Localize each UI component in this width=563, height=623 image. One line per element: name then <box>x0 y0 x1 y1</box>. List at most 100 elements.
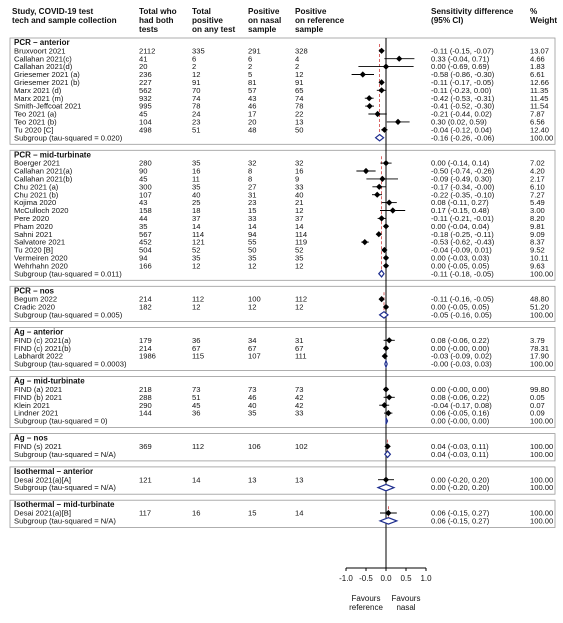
subgroup-weight: 100.00 <box>530 483 553 492</box>
positive-reference-value: 74 <box>295 94 303 103</box>
positive-reference-header: on reference <box>295 16 345 25</box>
total-positive-value: 37 <box>192 214 200 223</box>
positive-nasal-value: 34 <box>248 336 256 345</box>
total-positive-value: 121 <box>192 238 205 247</box>
positive-reference-value: 119 <box>295 238 307 247</box>
sensitivity-ci-text: 0.00 (-0.05, 0.05) <box>431 303 490 312</box>
group-title: Ag – anterior <box>14 328 63 337</box>
subgroup-ci-text: 0.04 (-0.03, 0.11) <box>431 450 489 459</box>
positive-reference-value: 13 <box>295 475 303 484</box>
positive-nasal-value: 35 <box>248 254 256 263</box>
total-both-value: 41 <box>139 54 147 63</box>
table-row: Salvatore 2021 452 121 55 119 -0.53 (-0.62, -… <box>14 238 545 247</box>
subgroup-weight: 100.00 <box>530 269 553 278</box>
total-positive-value: 36 <box>192 409 200 418</box>
subgroup-diamond <box>378 269 385 278</box>
subgroup-label: Subgroup (tau-squared = 0.0003) <box>14 360 127 369</box>
subgroup-diamond <box>378 310 389 319</box>
x-axis: -1.0 -0.5 0.0 0.5 1.0FavoursreferenceFavours… <box>339 567 432 612</box>
total-both-value: 166 <box>139 261 152 270</box>
positive-nasal-value: 15 <box>248 509 256 518</box>
point-estimate-marker <box>359 71 366 78</box>
positive-nasal-value: 67 <box>248 344 256 353</box>
positive-nasal-value: 100 <box>248 295 261 304</box>
table-row: FIND (s) 2021 369 112 106 102 0.04 (-0.03, 0.… <box>14 442 553 451</box>
study-name: FIND (c) 2021(a) <box>14 336 71 345</box>
total-both-value: 227 <box>139 78 152 87</box>
positive-nasal-value: 106 <box>248 442 261 451</box>
table-row: Smith-Jeffcoat 2021 995 78 46 78 -0.41 (-0.52… <box>14 102 548 111</box>
subgroup-ci-text: 0.06 (-0.15, 0.27) <box>431 517 490 526</box>
total-both-value: 104 <box>139 118 152 127</box>
point-estimate-marker <box>382 63 390 70</box>
group-box <box>9 327 556 371</box>
weight-value: 6.56 <box>530 118 545 127</box>
sensitivity-ci-text: 0.00 (-0.69, 0.69) <box>431 62 490 71</box>
total-positive-header: Total <box>192 7 211 16</box>
point-estimate-marker <box>382 303 390 311</box>
study-header: tech and sample collection <box>12 16 117 25</box>
subgroup-row: Subgroup (tau-squared = 0.020) -0.16 (-0.… <box>14 133 553 142</box>
study-name: Salvatore 2021 <box>14 238 65 247</box>
study-name: Labhardt 2022 <box>14 352 63 361</box>
sensitivity-ci-text: -0.22 (-0.35, -0.10) <box>431 190 495 199</box>
total-both-header: Total who <box>139 7 177 16</box>
table-row: Marx 2021 (d) 562 70 57 65 -0.11 (-0.23, 0.00… <box>14 86 548 95</box>
study-name: Callahan 2021(b) <box>14 175 73 184</box>
positive-reference-value: 65 <box>295 86 303 95</box>
sensitivity-ci-text: 0.00 (-0.03, 0.03) <box>431 254 490 263</box>
positive-nasal-value: 73 <box>248 385 256 394</box>
table-row: Tu 2020 [B] 504 52 50 52 -0.04 (-0.09, 0.01) 9… <box>14 246 545 255</box>
positive-reference-value: 111 <box>295 352 307 361</box>
weight-value: 9.52 <box>530 246 545 255</box>
total-both-value: 300 <box>139 182 152 191</box>
positive-nasal-value: 2 <box>248 62 252 71</box>
total-both-value: 567 <box>139 230 152 239</box>
positive-nasal-value: 35 <box>248 409 256 418</box>
table-row: FIND (c) 2021(b) 214 67 67 67 0.00 (-0.00, 0.… <box>14 344 549 353</box>
positive-nasal-value: 81 <box>248 78 256 87</box>
subgroup-row: Subgroup (tau-squared = N/A) 0.00 (-0.20,… <box>14 483 553 492</box>
study-name: FIND (a) 2021 <box>14 385 62 394</box>
study-name: Cradic 2020 <box>14 303 55 312</box>
positive-nasal-value: 94 <box>248 230 256 239</box>
total-positive-value: 45 <box>192 401 200 410</box>
total-positive-value: 78 <box>192 102 200 111</box>
subgroup-weight: 100.00 <box>530 417 553 426</box>
weight-value: 8.20 <box>530 214 545 223</box>
total-both-value: 182 <box>139 303 152 312</box>
group-box <box>9 433 556 462</box>
group-box <box>9 376 556 429</box>
table-row: Teo 2021 (a) 45 24 17 22 -0.21 (-0.44, 0.02) 7… <box>14 110 545 119</box>
weight-value: 11.35 <box>530 86 548 95</box>
total-positive-value: 18 <box>192 206 200 215</box>
group-title: PCR – anterior <box>14 38 70 47</box>
total-both-value: 1986 <box>139 352 156 361</box>
total-both-value: 2112 <box>139 46 155 55</box>
positive-nasal-header: Positive <box>248 7 280 16</box>
positive-reference-value: 35 <box>295 254 303 263</box>
total-both-value: 498 <box>139 125 152 134</box>
sensitivity-ci-text: -0.04 (-0.12, 0.04) <box>431 125 492 134</box>
weight-header: % <box>530 7 538 16</box>
weight-value: 7.27 <box>530 190 545 199</box>
positive-nasal-value: 50 <box>248 246 256 255</box>
point-estimate-marker <box>361 239 368 246</box>
study-header: Study, COVID-19 test <box>12 7 94 16</box>
study-name: Sahni 2021 <box>14 230 52 239</box>
positive-reference-value: 32 <box>295 159 303 168</box>
sensitivity-ci-text: 0.33 (-0.04, 0.71) <box>431 54 490 63</box>
positive-reference-value: 9 <box>295 175 299 184</box>
positive-reference-value: 102 <box>295 442 308 451</box>
subgroup-label: Subgroup (tau-squared = N/A) <box>14 450 116 459</box>
positive-reference-value: 91 <box>295 78 303 87</box>
sensitivity-ci-text: 0.00 (-0.00, 0.00) <box>431 344 490 353</box>
study-name: Lindner 2021 <box>14 409 58 418</box>
table-row: Sahni 2021 567 114 94 114 -0.18 (-0.25, -0.11… <box>14 230 545 239</box>
x-tick-label: 0.5 <box>400 574 412 583</box>
positive-reference-value: 73 <box>295 385 303 394</box>
study-name: Wehrhahn 2020 <box>14 261 68 270</box>
total-both-value: 20 <box>139 62 147 71</box>
